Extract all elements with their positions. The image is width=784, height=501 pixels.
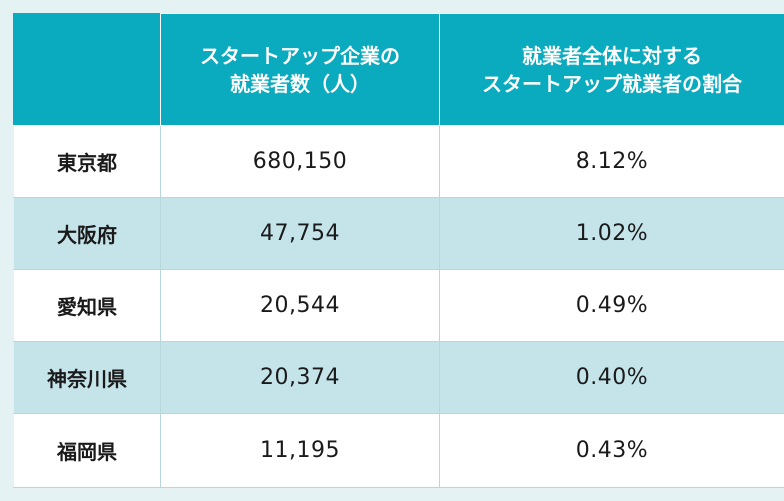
table-row: 愛知県 20,544 0.49% — [13, 269, 784, 342]
header-workers-line-1: スタートアップ企業の — [200, 43, 400, 68]
table-row: 大阪府 47,754 1.02% — [13, 197, 784, 270]
prefecture-cell: 福岡県 — [13, 413, 161, 488]
share-cell: 0.40% — [439, 341, 784, 414]
startup-employment-table: スタートアップ企業の 就業者数（人） 就業者全体に対する スタートアップ就業者の… — [13, 13, 784, 488]
share-cell: 0.49% — [439, 269, 784, 342]
workers-cell: 11,195 — [160, 413, 440, 488]
share-cell: 8.12% — [439, 125, 784, 198]
table-row: 福岡県 11,195 0.43% — [13, 413, 784, 488]
header-workers-line-2: 就業者数（人） — [230, 71, 370, 96]
table-row: 神奈川県 20,374 0.40% — [13, 341, 784, 414]
share-cell: 0.43% — [439, 413, 784, 488]
prefecture-cell: 東京都 — [13, 125, 161, 198]
header-share: 就業者全体に対する スタートアップ就業者の割合 — [439, 13, 784, 126]
prefecture-cell: 大阪府 — [13, 197, 161, 270]
header-share-line-2: スタートアップ就業者の割合 — [482, 71, 742, 96]
workers-cell: 47,754 — [160, 197, 440, 270]
header-row: スタートアップ企業の 就業者数（人） 就業者全体に対する スタートアップ就業者の… — [13, 13, 784, 126]
header-workers: スタートアップ企業の 就業者数（人） — [160, 13, 440, 126]
header-share-line-1: 就業者全体に対する — [522, 43, 702, 68]
table-frame: スタートアップ企業の 就業者数（人） 就業者全体に対する スタートアップ就業者の… — [13, 13, 784, 501]
header-corner-cell — [13, 13, 161, 126]
prefecture-cell: 愛知県 — [13, 269, 161, 342]
share-cell: 1.02% — [439, 197, 784, 270]
prefecture-cell: 神奈川県 — [13, 341, 161, 414]
table-row: 東京都 680,150 8.12% — [13, 125, 784, 198]
workers-cell: 20,544 — [160, 269, 440, 342]
workers-cell: 680,150 — [160, 125, 440, 198]
workers-cell: 20,374 — [160, 341, 440, 414]
